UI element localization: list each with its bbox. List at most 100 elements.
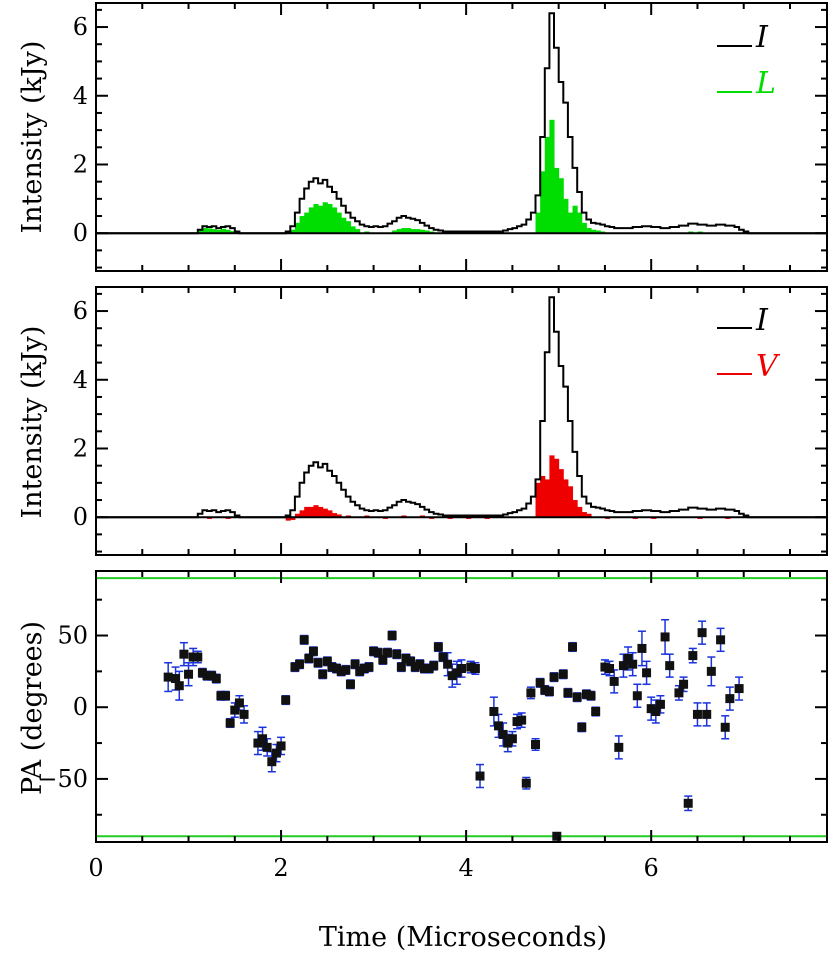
pa-point	[438, 652, 448, 662]
pa-point	[225, 718, 235, 728]
circular-polarization-bar	[558, 469, 564, 518]
circular-polarization-bar	[586, 513, 592, 518]
pa-point	[702, 709, 712, 719]
pa-point	[470, 664, 480, 674]
pa-point	[642, 668, 652, 678]
circular-polarization-bar	[549, 455, 555, 518]
linear-polarization-bar	[577, 212, 583, 234]
pa-point	[623, 653, 633, 663]
pa-point	[628, 659, 638, 669]
pa-point	[618, 661, 628, 671]
legend-label-I: I	[755, 303, 769, 338]
linear-polarization-bar	[554, 167, 560, 234]
linear-polarization-bar	[230, 231, 236, 234]
pa-point	[498, 729, 508, 739]
pa-point	[660, 632, 670, 642]
pa-point	[202, 671, 212, 681]
circular-polarization-bar	[285, 517, 291, 521]
pa-point	[535, 678, 545, 688]
pa-point	[373, 648, 383, 658]
pa-point	[734, 684, 744, 694]
linear-polarization-bar	[220, 228, 227, 234]
pa-point	[531, 739, 541, 749]
linear-polarization-bar	[350, 226, 356, 234]
pa-point	[410, 662, 420, 672]
pa-point	[221, 691, 231, 701]
pa-point	[443, 659, 453, 669]
pa-point	[720, 722, 730, 732]
linear-polarization-bar	[207, 228, 213, 234]
linear-polarization-bar	[572, 205, 578, 234]
linear-polarization-bar	[322, 202, 328, 234]
pa-point	[350, 659, 360, 669]
pa-point	[276, 741, 286, 751]
pa-point	[369, 646, 379, 656]
pa-point	[544, 686, 554, 696]
linear-polarization-bar	[299, 216, 305, 234]
pa-point	[382, 648, 392, 658]
linear-polarization-bar	[392, 230, 398, 234]
linear-polarization-bar	[202, 228, 208, 234]
linear-polarization-bar	[336, 212, 342, 234]
linear-polarization-bar	[211, 229, 217, 234]
pa-point	[665, 661, 675, 671]
middle-legend: I V	[717, 303, 781, 384]
circular-polarization-bar	[540, 475, 546, 518]
circular-polarization-bar	[318, 506, 324, 518]
top-ytick-label: 0	[73, 219, 88, 247]
bottom-ylabel: PA (degrees)	[17, 621, 48, 795]
pa-point	[679, 679, 689, 689]
bottom-ytick-label: 50	[57, 622, 88, 650]
pa-point	[234, 698, 244, 708]
circular-polarization-bar	[290, 517, 296, 520]
middle-panel-frame	[95, 286, 828, 556]
pa-point	[466, 662, 476, 672]
pa-point	[563, 688, 573, 698]
circular-polarization-bar	[577, 506, 583, 518]
linear-polarization-bar	[197, 229, 203, 234]
pa-point	[359, 664, 369, 674]
circular-polarization-bar	[308, 506, 314, 518]
pa-point	[396, 662, 406, 672]
circular-polarization-bar	[299, 510, 305, 518]
pa-point	[174, 681, 184, 691]
linear-polarization-bar	[563, 198, 569, 234]
linear-polarization-bar	[558, 178, 564, 234]
pa-point	[512, 717, 522, 727]
pa-point	[600, 662, 610, 672]
pa-point	[239, 709, 249, 719]
linear-polarization-bar	[313, 204, 319, 234]
linear-polarization-bar	[415, 229, 421, 234]
bottom-panel-frame	[95, 570, 828, 843]
pa-point	[406, 656, 416, 666]
pa-point	[253, 738, 263, 748]
pa-point	[341, 665, 351, 675]
xlabel: Time (Microseconds)	[319, 922, 607, 953]
pa-point	[197, 668, 207, 678]
top-total-intensity-line	[96, 12, 827, 235]
pa-point	[517, 715, 527, 725]
pa-point	[281, 695, 291, 705]
circular-polarization-bar	[535, 482, 541, 518]
linear-polarization-bar	[341, 217, 347, 234]
circular-polarization-bar	[544, 479, 550, 518]
circular-polarization-bar	[322, 508, 328, 518]
middle-ylabel: Intensity (kJy)	[17, 326, 48, 519]
pa-point	[392, 649, 402, 659]
circular-polarization-bar	[331, 513, 338, 518]
linear-polarization-bar	[331, 207, 338, 234]
linear-polarization-bar	[225, 229, 231, 234]
pa-point	[171, 674, 181, 684]
pa-point	[716, 635, 726, 645]
pa-point	[526, 688, 536, 698]
legend-label-L: L	[755, 66, 776, 101]
linear-polarization-bar	[290, 229, 296, 234]
pa-point	[725, 694, 735, 704]
linear-polarization-bar	[540, 171, 546, 234]
pa-point	[558, 669, 568, 679]
middle-total-intensity-line	[96, 296, 827, 519]
bottom-panel-ticks	[95, 571, 827, 842]
pa-point	[521, 778, 531, 788]
linear-polarization-bar	[318, 205, 324, 234]
top-legend: I L	[717, 20, 776, 101]
